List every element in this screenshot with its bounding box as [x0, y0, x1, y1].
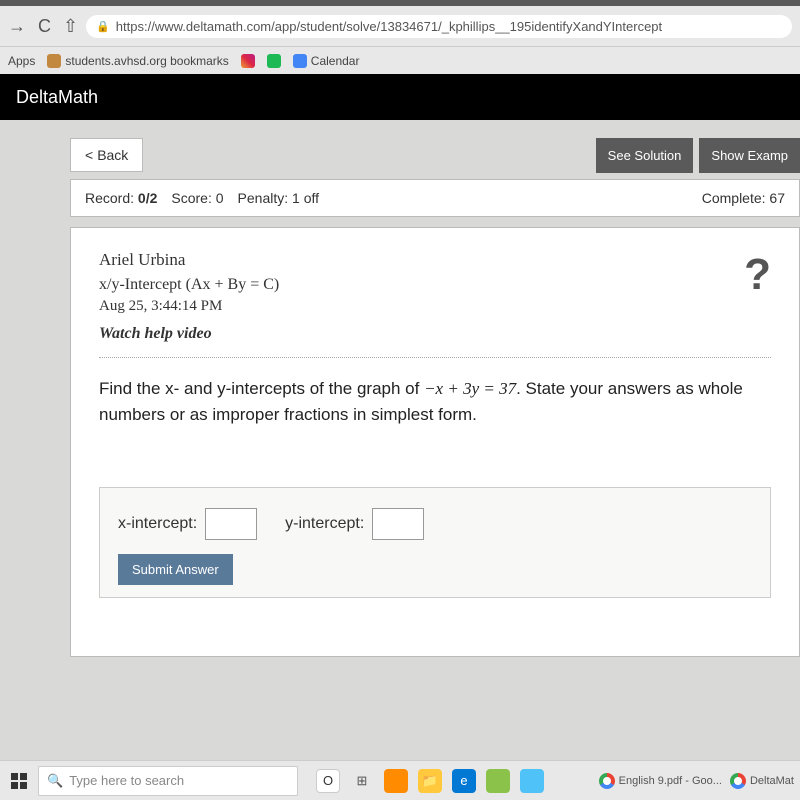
- url-text: https://www.deltamath.com/app/student/so…: [116, 19, 662, 34]
- tray-item-1[interactable]: English 9.pdf - Goo...: [599, 773, 722, 789]
- folder-icon: [47, 54, 61, 68]
- chevron-left-icon: <: [85, 147, 93, 163]
- app-icon-2[interactable]: [486, 769, 510, 793]
- page-content: < Back See Solution Show Examp Record: 0…: [0, 120, 800, 766]
- brand-name: DeltaMath: [16, 87, 98, 108]
- forward-icon[interactable]: →: [8, 16, 26, 37]
- chrome-icon: [599, 773, 615, 789]
- cortana-icon[interactable]: O: [316, 769, 340, 793]
- app-icon-1[interactable]: [384, 769, 408, 793]
- assignment-title: x/y-Intercept (Ax + By = C): [99, 276, 771, 294]
- taskbar-search[interactable]: 🔍 Type here to search: [38, 766, 298, 796]
- divider: [99, 357, 771, 358]
- penalty-stat: Penalty: 1 off: [238, 190, 319, 206]
- search-icon: 🔍: [47, 773, 63, 789]
- instagram-icon[interactable]: [241, 54, 255, 68]
- answer-box: x-intercept: y-intercept: Submit Answer: [99, 487, 771, 598]
- avhsd-bookmark[interactable]: students.avhsd.org bookmarks: [47, 54, 228, 68]
- tray-item-2[interactable]: DeltaMat: [730, 773, 794, 789]
- url-bar[interactable]: 🔒 https://www.deltamath.com/app/student/…: [86, 15, 792, 38]
- student-name: Ariel Urbina: [99, 250, 771, 270]
- windows-start-icon[interactable]: [6, 768, 32, 794]
- back-button[interactable]: < Back: [70, 138, 143, 172]
- spotify-icon[interactable]: [267, 54, 281, 68]
- file-explorer-icon[interactable]: 📁: [418, 769, 442, 793]
- question-text: Find the x- and y-intercepts of the grap…: [99, 376, 771, 427]
- browser-toolbar: → C ⇧ 🔒 https://www.deltamath.com/app/st…: [0, 6, 800, 46]
- show-example-button[interactable]: Show Examp: [699, 138, 800, 173]
- submit-answer-button[interactable]: Submit Answer: [118, 554, 233, 585]
- x-intercept-label: x-intercept:: [118, 515, 197, 533]
- taskbar: 🔍 Type here to search O ⊞ 📁 e English 9.…: [0, 760, 800, 800]
- complete-stat: Complete: 67: [702, 190, 785, 206]
- stats-bar: Record: 0/2 Score: 0 Penalty: 1 off Comp…: [70, 179, 800, 217]
- lock-icon: 🔒: [96, 20, 110, 33]
- problem-card: ? Ariel Urbina x/y-Intercept (Ax + By = …: [70, 227, 800, 657]
- watch-help-link[interactable]: Watch help video: [99, 325, 771, 343]
- bookmark-bar: Apps students.avhsd.org bookmarks Calend…: [0, 46, 800, 74]
- record-stat: Record: 0/2: [85, 190, 157, 206]
- calendar-icon: [293, 54, 307, 68]
- equation: −x + 3y = 37: [424, 379, 516, 398]
- task-view-icon[interactable]: ⊞: [350, 769, 374, 793]
- app-icon-3[interactable]: [520, 769, 544, 793]
- y-intercept-input[interactable]: [372, 508, 424, 540]
- help-icon[interactable]: ?: [744, 250, 771, 300]
- chrome-icon: [730, 773, 746, 789]
- x-intercept-input[interactable]: [205, 508, 257, 540]
- home-icon[interactable]: ⇧: [63, 16, 78, 37]
- edge-icon[interactable]: e: [452, 769, 476, 793]
- score-stat: Score: 0: [171, 190, 223, 206]
- calendar-bookmark[interactable]: Calendar: [293, 54, 360, 68]
- see-solution-button[interactable]: See Solution: [596, 138, 694, 173]
- reload-icon[interactable]: C: [38, 16, 51, 37]
- app-header: DeltaMath: [0, 74, 800, 120]
- y-intercept-label: y-intercept:: [285, 515, 364, 533]
- apps-bookmark[interactable]: Apps: [8, 54, 35, 68]
- timestamp: Aug 25, 3:44:14 PM: [99, 298, 771, 315]
